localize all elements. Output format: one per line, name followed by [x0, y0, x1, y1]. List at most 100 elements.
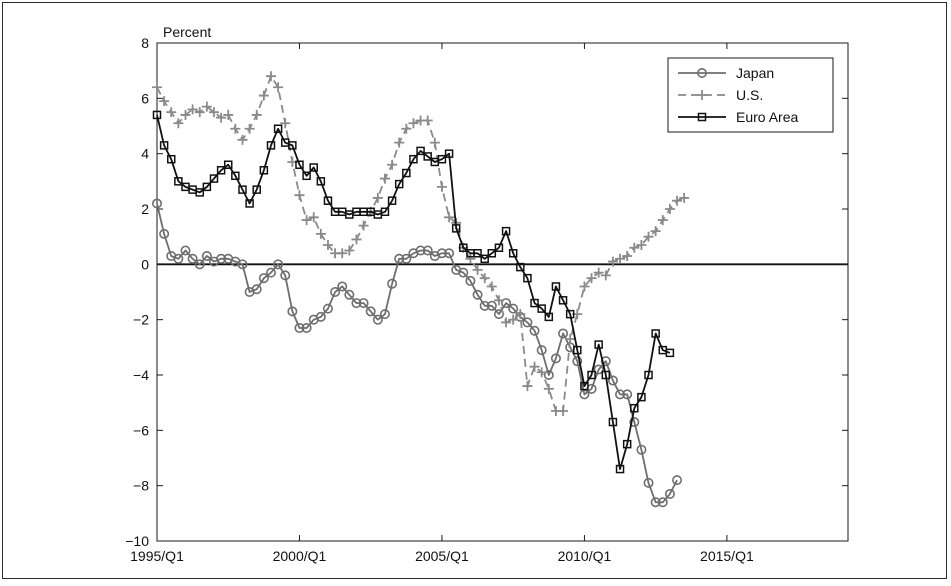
series-group — [152, 198, 683, 508]
data-point-euro-area — [494, 243, 504, 252]
data-point-euro-area — [544, 312, 554, 322]
data-point-euro-area — [594, 340, 603, 349]
data-point-us — [237, 134, 248, 145]
data-point-us — [493, 295, 504, 306]
y-tick-label: −8 — [133, 478, 149, 494]
data-point-euro-area — [152, 110, 162, 120]
data-point-us — [636, 239, 647, 250]
data-point-us — [579, 281, 590, 292]
data-point-japan — [194, 259, 205, 270]
data-point-euro-area — [238, 185, 247, 194]
data-point-japan — [315, 311, 326, 322]
data-point-us — [208, 107, 219, 118]
data-point-japan — [444, 248, 455, 259]
legend-marker-euro-area — [697, 112, 707, 122]
data-point-japan — [629, 417, 640, 428]
data-point-japan — [173, 253, 184, 264]
data-point-japan — [265, 267, 276, 278]
data-point-euro-area — [551, 282, 561, 291]
y-tick-label: 8 — [141, 35, 149, 51]
data-point-us — [159, 96, 170, 107]
data-point-euro-area — [459, 243, 468, 252]
data-point-us — [251, 109, 262, 120]
data-point-us — [273, 82, 284, 93]
data-point-japan — [593, 364, 604, 375]
data-point-euro-area — [273, 124, 283, 134]
data-point-us — [472, 264, 483, 275]
data-point-us — [187, 104, 198, 115]
data-point-japan — [372, 314, 383, 325]
data-point-japan — [636, 444, 647, 455]
legend-label-japan: Japan — [736, 65, 774, 81]
data-point-japan — [322, 303, 333, 314]
data-point-euro-area — [608, 417, 618, 427]
data-point-us — [486, 281, 497, 292]
data-point-us — [344, 245, 355, 256]
data-point-euro-area — [195, 188, 204, 197]
data-point-us — [422, 115, 433, 126]
data-point-japan — [458, 267, 469, 278]
data-point-euro-area — [252, 185, 261, 194]
data-point-us — [615, 253, 626, 264]
data-point-euro-area — [523, 273, 532, 283]
data-point-us — [351, 234, 362, 245]
data-point-japan — [672, 475, 683, 486]
data-point-japan — [572, 356, 583, 367]
data-point-us — [379, 173, 390, 184]
data-point-euro-area — [259, 166, 269, 175]
data-point-us — [586, 273, 597, 284]
data-point-japan — [258, 273, 269, 284]
data-point-us — [166, 107, 177, 118]
data-point-us — [301, 215, 312, 226]
data-point-japan — [152, 198, 163, 209]
data-point-japan — [273, 259, 284, 270]
data-point-japan — [543, 369, 554, 380]
data-point-euro-area — [451, 224, 461, 233]
data-point-us — [394, 137, 405, 148]
data-point-us — [479, 273, 490, 284]
data-point-euro-area — [508, 249, 518, 258]
data-point-euro-area — [558, 296, 568, 305]
data-point-japan — [622, 389, 633, 400]
data-point-japan — [201, 251, 212, 262]
data-point-euro-area — [473, 249, 482, 258]
y-axis-label: Percent — [163, 24, 211, 40]
data-point-euro-area — [622, 439, 632, 449]
data-point-us — [337, 248, 348, 259]
data-point-euro-area — [231, 171, 240, 181]
data-point-japan — [422, 245, 433, 256]
data-point-japan — [280, 270, 291, 281]
data-point-euro-area — [444, 149, 454, 158]
data-point-us — [223, 109, 234, 120]
data-point-euro-area — [302, 171, 311, 181]
data-point-japan — [365, 306, 376, 317]
legend-marker-japan — [696, 68, 707, 79]
data-point-japan — [394, 253, 405, 264]
data-point-euro-area — [573, 345, 582, 355]
data-point-japan — [180, 245, 191, 256]
data-point-japan — [615, 389, 626, 400]
data-point-us — [593, 267, 604, 278]
data-point-japan — [251, 284, 262, 295]
data-point-japan — [330, 286, 341, 297]
x-tick-label: 1995/Q1 — [130, 548, 184, 564]
data-point-japan — [465, 275, 476, 286]
data-point-us — [558, 405, 569, 416]
data-point-euro-area — [637, 392, 646, 402]
data-point-japan — [550, 353, 561, 364]
data-point-us — [265, 71, 276, 82]
data-point-japan — [536, 345, 547, 356]
x-tick-label: 2000/Q1 — [273, 548, 327, 564]
data-point-euro-area — [394, 179, 404, 189]
legend: Japan U.S. Euro Area — [667, 57, 834, 133]
series-layer — [152, 71, 690, 508]
y-tick-label: 2 — [141, 201, 149, 217]
data-point-japan — [436, 248, 447, 259]
data-point-euro-area — [316, 177, 326, 186]
data-point-us — [465, 253, 476, 264]
data-point-japan — [401, 253, 412, 264]
data-point-us — [194, 107, 205, 118]
data-point-us — [529, 361, 540, 372]
data-point-euro-area — [159, 141, 169, 150]
